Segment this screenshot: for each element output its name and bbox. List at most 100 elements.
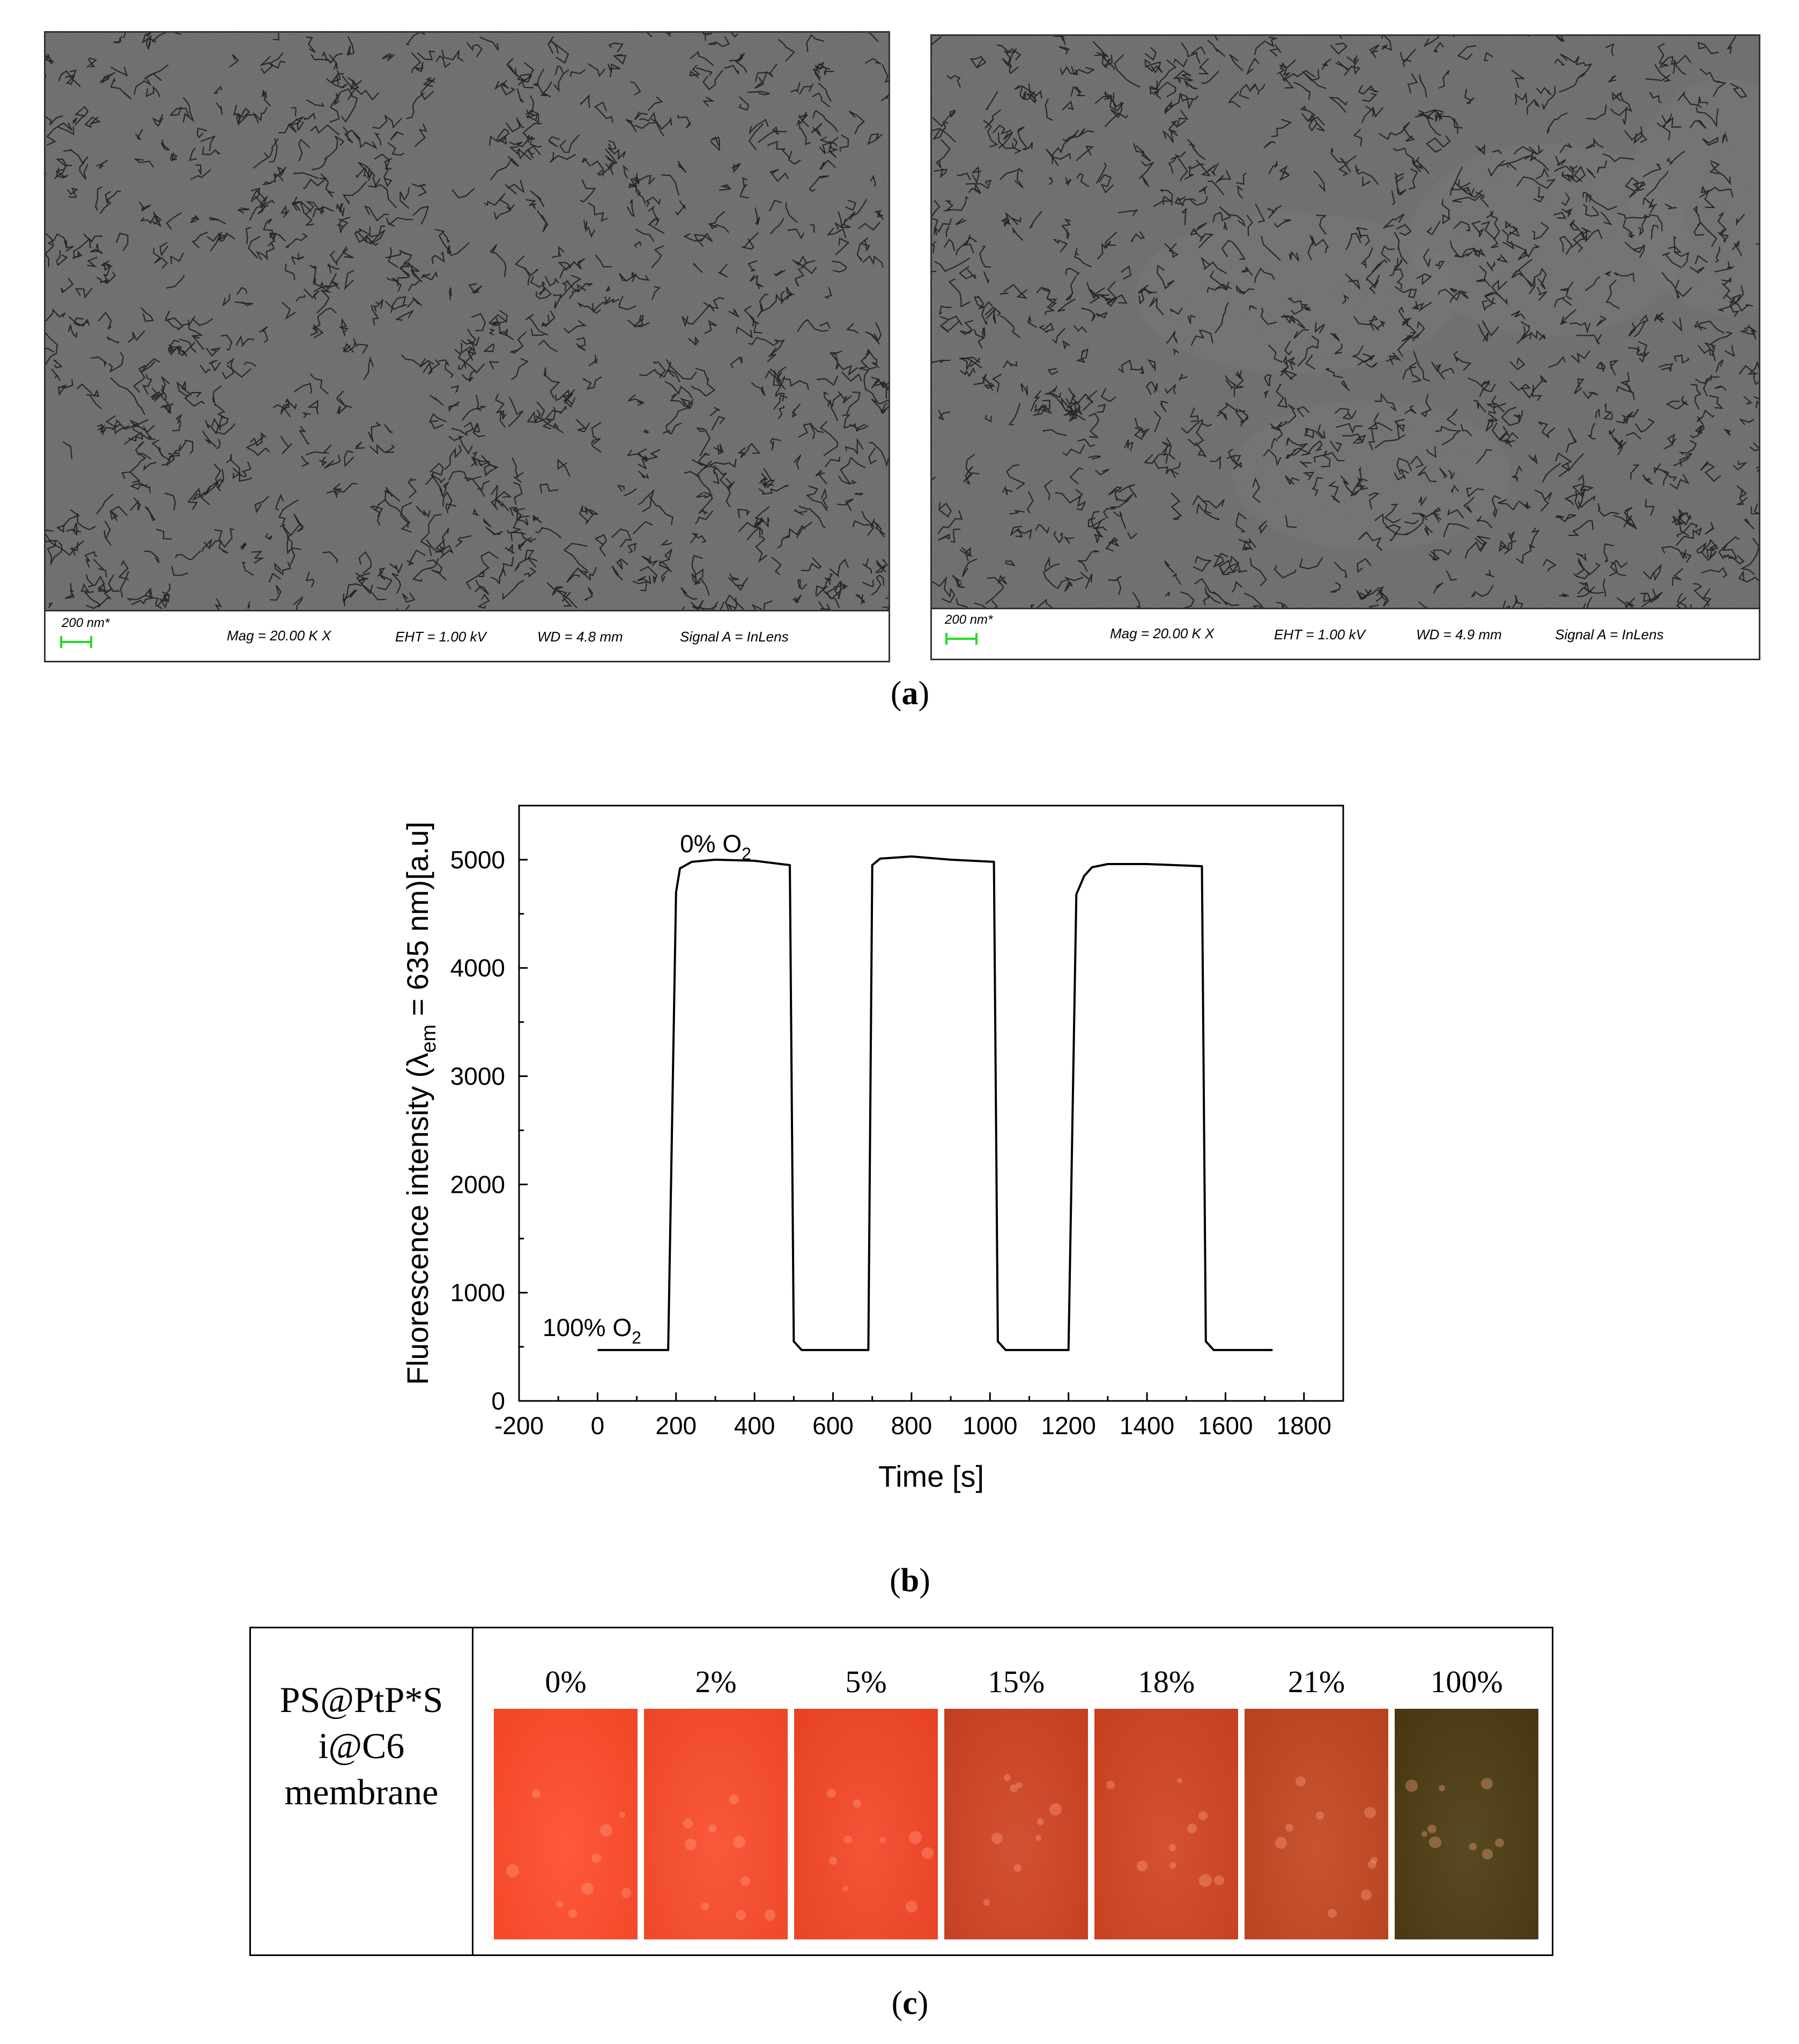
x-tick-label: 400 <box>734 1412 775 1440</box>
swatch-spot <box>506 1864 520 1878</box>
swatch-label: 5% <box>845 1664 887 1699</box>
swatch-spot <box>1427 1824 1437 1834</box>
x-tick-label: 1200 <box>1041 1412 1095 1440</box>
sem-texture <box>932 36 1759 609</box>
y-tick-label: 2000 <box>450 1170 505 1198</box>
swatch-spot <box>1013 1864 1022 1872</box>
swatch-spot <box>826 1788 836 1798</box>
swatch-spot <box>1214 1875 1224 1886</box>
swatch-spot <box>1495 1839 1504 1848</box>
sem-image-right: 200 nm* Mag = 20.00 K X EHT = 1.00 kV WD… <box>930 34 1760 660</box>
membrane-swatch <box>644 1709 788 1939</box>
swatch-spot <box>1035 1835 1041 1841</box>
sem-micrograph <box>932 36 1759 609</box>
swatch-spot <box>844 1835 852 1844</box>
swatch-spot <box>1049 1803 1062 1816</box>
swatch-spot <box>1405 1780 1418 1792</box>
swatch-label: 21% <box>1287 1664 1345 1699</box>
swatch-spot <box>1009 1784 1018 1792</box>
swatch-spot <box>700 1902 709 1910</box>
membrane-label: PS@PtP*S i@C6 membrane <box>251 1677 472 1815</box>
sem-databar: 200 nm* Mag = 20.00 K X EHT = 1.00 kV WD… <box>932 608 1759 659</box>
swatch-spot <box>556 1900 564 1908</box>
swatch-spot <box>1421 1831 1428 1838</box>
swatch-spot <box>599 1824 613 1837</box>
plot-frame <box>518 805 1344 1402</box>
membrane-label-line: PS@PtP*S <box>279 1679 443 1720</box>
swatch-spot <box>591 1853 602 1863</box>
wd-text: WD = 4.9 mm <box>1416 626 1502 643</box>
magnification-text: Mag = 20.00 K X <box>1110 625 1215 641</box>
swatch-spot <box>905 1900 917 1913</box>
x-tick-label: 200 <box>655 1412 697 1440</box>
x-tick-label: -200 <box>494 1412 544 1440</box>
scale-bar <box>60 636 92 648</box>
swatch-spot <box>683 1818 693 1828</box>
eht-text: EHT = 1.00 kV <box>395 629 486 645</box>
swatch-spot <box>764 1909 776 1921</box>
swatch-spot <box>842 1885 848 1891</box>
membrane-label-line: i@C6 <box>318 1725 405 1766</box>
swatch-spot <box>729 1795 739 1804</box>
swatch-spot <box>829 1857 838 1865</box>
x-tick-label: 600 <box>812 1412 854 1440</box>
y-axis-label: Fluorescence intensity (λem = 635 nm)[a.… <box>401 822 440 1385</box>
x-tick-label: 1600 <box>1198 1412 1253 1440</box>
membrane-swatch <box>1395 1709 1538 1939</box>
swatch-spot <box>853 1799 862 1808</box>
swatch-spot <box>736 1909 746 1921</box>
eht-text: EHT = 1.00 kV <box>1274 626 1365 643</box>
swatch-spot <box>1438 1784 1445 1791</box>
panel-label-c: (c) <box>891 1985 929 2021</box>
swatch-spot <box>921 1847 934 1859</box>
membrane-label-line: membrane <box>284 1772 439 1812</box>
scale-label: 200 nm* <box>62 616 110 630</box>
annotation-label: 100% O2 <box>543 1314 641 1347</box>
membrane-swatch <box>1094 1709 1238 1939</box>
swatch-spot <box>568 1909 578 1918</box>
panel-label-b: (b) <box>890 1562 930 1599</box>
y-tick-label: 0 <box>491 1387 505 1415</box>
swatch-spot <box>991 1833 1003 1844</box>
swatch-spot <box>581 1882 594 1895</box>
swatch-spot <box>1285 1823 1294 1832</box>
membrane-swatch <box>494 1709 638 1939</box>
swatch-spot <box>685 1839 697 1851</box>
swatch-spot <box>741 1876 750 1886</box>
swatch-spot <box>1037 1818 1044 1825</box>
fluorescence-chart: -200 0 200 400 600 800 1000 1200 1400 1600 1800010… <box>401 805 1344 1493</box>
swatch-spot <box>1275 1837 1287 1849</box>
swatch-spot <box>1327 1908 1337 1918</box>
swatch-spot <box>621 1888 631 1898</box>
x-tick-label: 0 <box>591 1412 605 1440</box>
swatch-spot <box>1364 1806 1376 1819</box>
swatch-spot <box>1016 1782 1023 1789</box>
sem-micrograph <box>46 33 889 611</box>
swatch-spot <box>1371 1856 1378 1864</box>
swatch-spot <box>1169 1862 1176 1869</box>
swatch-spot <box>1199 1874 1212 1887</box>
swatch-label: 18% <box>1137 1664 1195 1699</box>
swatch-spot <box>708 1825 716 1833</box>
swatch-spot <box>531 1789 541 1798</box>
swatch-spot <box>1176 1777 1182 1783</box>
swatch-spot <box>1198 1811 1208 1820</box>
membrane-swatch <box>794 1709 938 1939</box>
swatch-spot <box>732 1836 745 1849</box>
table-divider <box>472 1628 473 1954</box>
sem-texture <box>46 33 889 611</box>
x-tick-label: 1800 <box>1277 1412 1331 1440</box>
y-tick-label: 3000 <box>450 1062 505 1090</box>
signal-text: Signal A = InLens <box>1555 626 1664 643</box>
swatch-label: 2% <box>695 1664 737 1699</box>
series-line <box>597 855 1273 1352</box>
swatch-label: 100% <box>1430 1664 1503 1699</box>
signal-text: Signal A = InLens <box>680 629 789 645</box>
swatch-spot <box>1316 1812 1324 1820</box>
annotation-label: 0% O2 <box>680 830 751 864</box>
y-tick-label: 5000 <box>450 846 505 874</box>
membrane-swatch <box>944 1709 1088 1939</box>
swatch-spot <box>1368 1859 1377 1869</box>
sem-databar: 200 nm* Mag = 20.00 K X EHT = 1.00 kV WD… <box>46 610 889 661</box>
swatch-spot <box>1482 1849 1493 1859</box>
